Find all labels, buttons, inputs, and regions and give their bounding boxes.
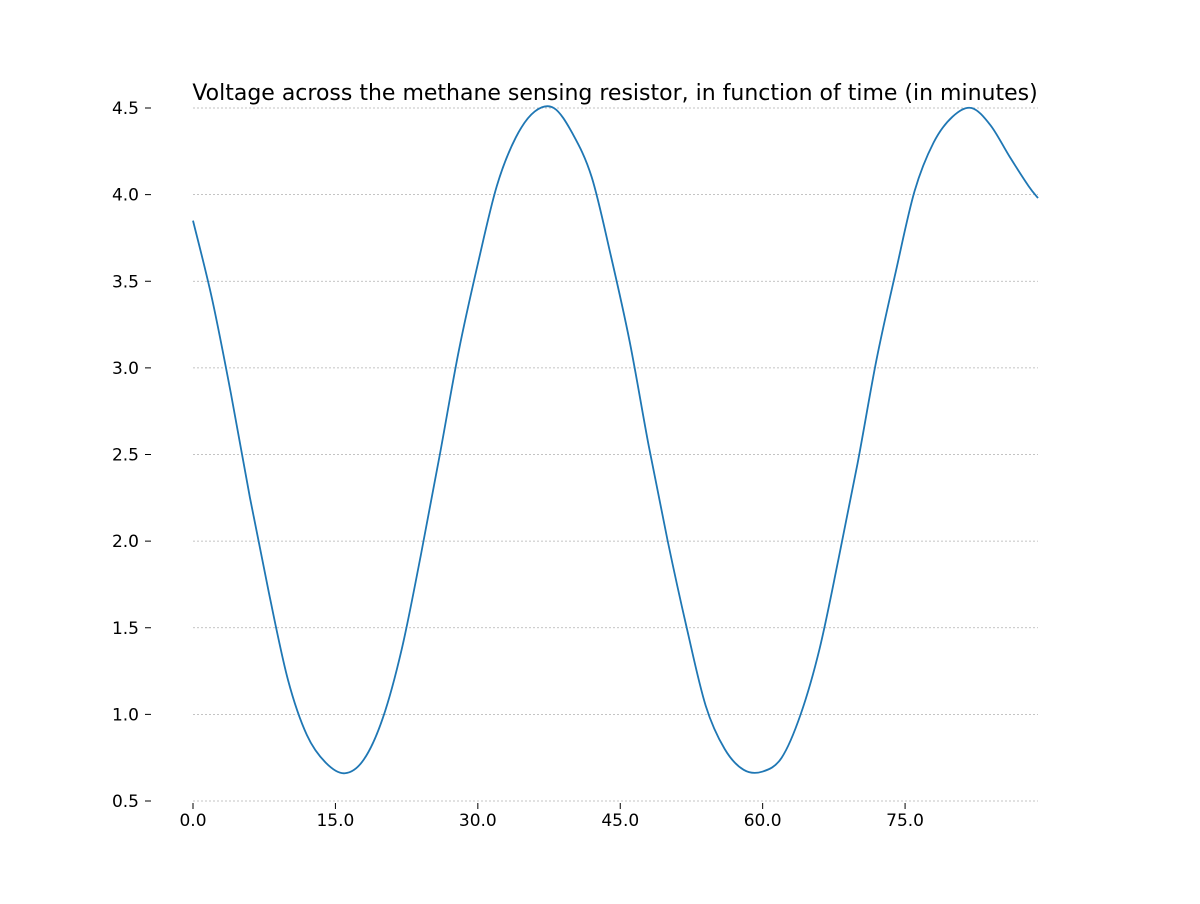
y-tick-label: 2.0 xyxy=(112,532,139,552)
series-line-0 xyxy=(192,105,1039,775)
x-tick-label: 15.0 xyxy=(316,811,354,831)
grid-lines xyxy=(193,107,1038,802)
y-tick-label: 4.0 xyxy=(112,186,139,206)
y-tick-label: 1.5 xyxy=(112,619,139,639)
y-tick-label: 0.5 xyxy=(112,792,139,812)
x-axis: 0.0 15.0 30.0 45.0 60.0 75.0 xyxy=(179,803,924,831)
x-tick-label: 30.0 xyxy=(459,811,497,831)
y-tick-label: 2.5 xyxy=(112,446,139,466)
series-layer xyxy=(192,105,1039,775)
y-tick-label: 4.5 xyxy=(112,99,139,119)
x-tick-label: 60.0 xyxy=(744,811,782,831)
x-tick-label: 45.0 xyxy=(601,811,639,831)
y-tick-label: 3.0 xyxy=(112,359,139,379)
x-tick-label: 75.0 xyxy=(886,811,924,831)
chart-title: Voltage across the methane sensing resis… xyxy=(192,81,1037,106)
x-tick-label: 0.0 xyxy=(179,811,206,831)
y-tick-label: 1.0 xyxy=(112,705,139,725)
y-tick-label: 3.5 xyxy=(112,272,139,292)
y-axis: 0.5 1.0 1.5 2.0 2.5 3.0 3.5 4.0 4.5 xyxy=(112,99,151,812)
